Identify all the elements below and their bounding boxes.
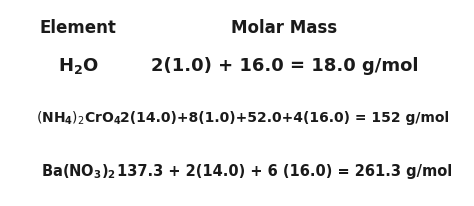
Text: Molar Mass: Molar Mass bbox=[231, 19, 337, 36]
Text: 2(14.0)+8(1.0)+52.0+4(16.0) = 152 g/mol: 2(14.0)+8(1.0)+52.0+4(16.0) = 152 g/mol bbox=[120, 110, 449, 124]
Text: $\mathbf{Ba(NO_3)_2}$: $\mathbf{Ba(NO_3)_2}$ bbox=[41, 162, 116, 180]
Text: Element: Element bbox=[40, 19, 117, 36]
Text: 2(1.0) + 16.0 = 18.0 g/mol: 2(1.0) + 16.0 = 18.0 g/mol bbox=[151, 57, 418, 75]
Text: 137.3 + 2(14.0) + 6 (16.0) = 261.3 g/mol: 137.3 + 2(14.0) + 6 (16.0) = 261.3 g/mol bbox=[117, 164, 452, 178]
Text: $(\mathbf{NH_4})_2\mathbf{CrO_4}$: $(\mathbf{NH_4})_2\mathbf{CrO_4}$ bbox=[36, 109, 121, 126]
Text: $\mathbf{H_2O}$: $\mathbf{H_2O}$ bbox=[58, 56, 99, 76]
